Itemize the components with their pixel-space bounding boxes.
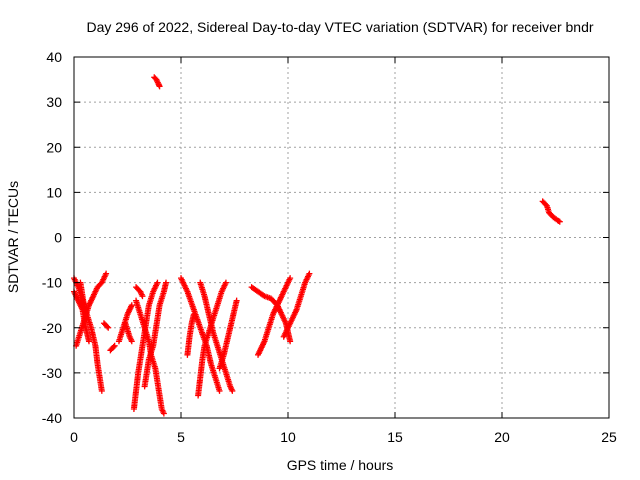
y-tick-label: 40 [46, 49, 62, 65]
x-tick-label: 0 [70, 429, 78, 445]
data-points [71, 74, 563, 417]
x-axis-label: GPS time / hours [287, 457, 394, 473]
y-tick-label: -10 [42, 275, 62, 291]
data-point [222, 279, 229, 286]
data-point [104, 323, 111, 330]
data-point [85, 338, 92, 345]
chart-title: Day 296 of 2022, Sidereal Day-to-day VTE… [86, 19, 593, 35]
y-tick-labels: -40 -30 -20 -10 0 10 20 30 40 [42, 49, 62, 426]
series-arc-22 [539, 198, 563, 225]
data-point [306, 270, 313, 277]
axis-ticks [73, 56, 610, 419]
data-point [111, 342, 118, 349]
chart-grid [74, 57, 609, 418]
data-point [98, 387, 105, 394]
series-arc-15 [195, 279, 229, 399]
data-point [556, 218, 563, 225]
data-point [156, 83, 163, 90]
data-point [128, 338, 135, 345]
y-tick-label: -30 [42, 365, 62, 381]
data-point [160, 410, 167, 417]
series-arc-13 [151, 74, 163, 90]
y-tick-label: 30 [46, 94, 62, 110]
y-axis-label: SDTVAR / TECUs [5, 181, 21, 293]
data-point [233, 297, 240, 304]
data-point [139, 293, 146, 300]
data-point [190, 311, 197, 318]
data-point [103, 270, 110, 277]
series-arc-20 [255, 275, 294, 358]
y-tick-label: -40 [42, 410, 62, 426]
series-arc-16 [197, 279, 236, 394]
series-arc-5 [100, 320, 112, 331]
y-tick-label: 10 [46, 184, 62, 200]
data-point [229, 387, 236, 394]
x-tick-label: 10 [280, 429, 296, 445]
data-point [81, 306, 88, 313]
series-arc-3 [71, 288, 92, 345]
series-arc-17 [184, 311, 197, 358]
data-point [216, 387, 223, 394]
data-point [105, 324, 112, 331]
x-tick-label: 20 [494, 429, 510, 445]
data-point [154, 279, 161, 286]
series-arc-18 [216, 297, 240, 372]
y-tick-label: 20 [46, 139, 62, 155]
series-arc-11 [141, 279, 170, 390]
series-arc-8 [122, 320, 135, 345]
x-tick-label: 25 [601, 429, 617, 445]
x-tick-label: 5 [177, 429, 185, 445]
series-arc-21 [280, 270, 313, 340]
x-tick-labels: 0 5 10 15 20 25 [70, 429, 617, 445]
data-point [163, 279, 170, 286]
series-arc-12 [133, 284, 146, 300]
data-point [287, 275, 294, 282]
data-point [110, 343, 117, 350]
x-tick-label: 15 [387, 429, 403, 445]
data-point [287, 338, 294, 345]
data-point [128, 302, 135, 309]
y-tick-label: 0 [54, 230, 62, 246]
data-point [555, 218, 562, 225]
y-tick-label: -20 [42, 320, 62, 336]
series-arc-6 [107, 342, 118, 354]
series-arc-10 [133, 297, 167, 417]
